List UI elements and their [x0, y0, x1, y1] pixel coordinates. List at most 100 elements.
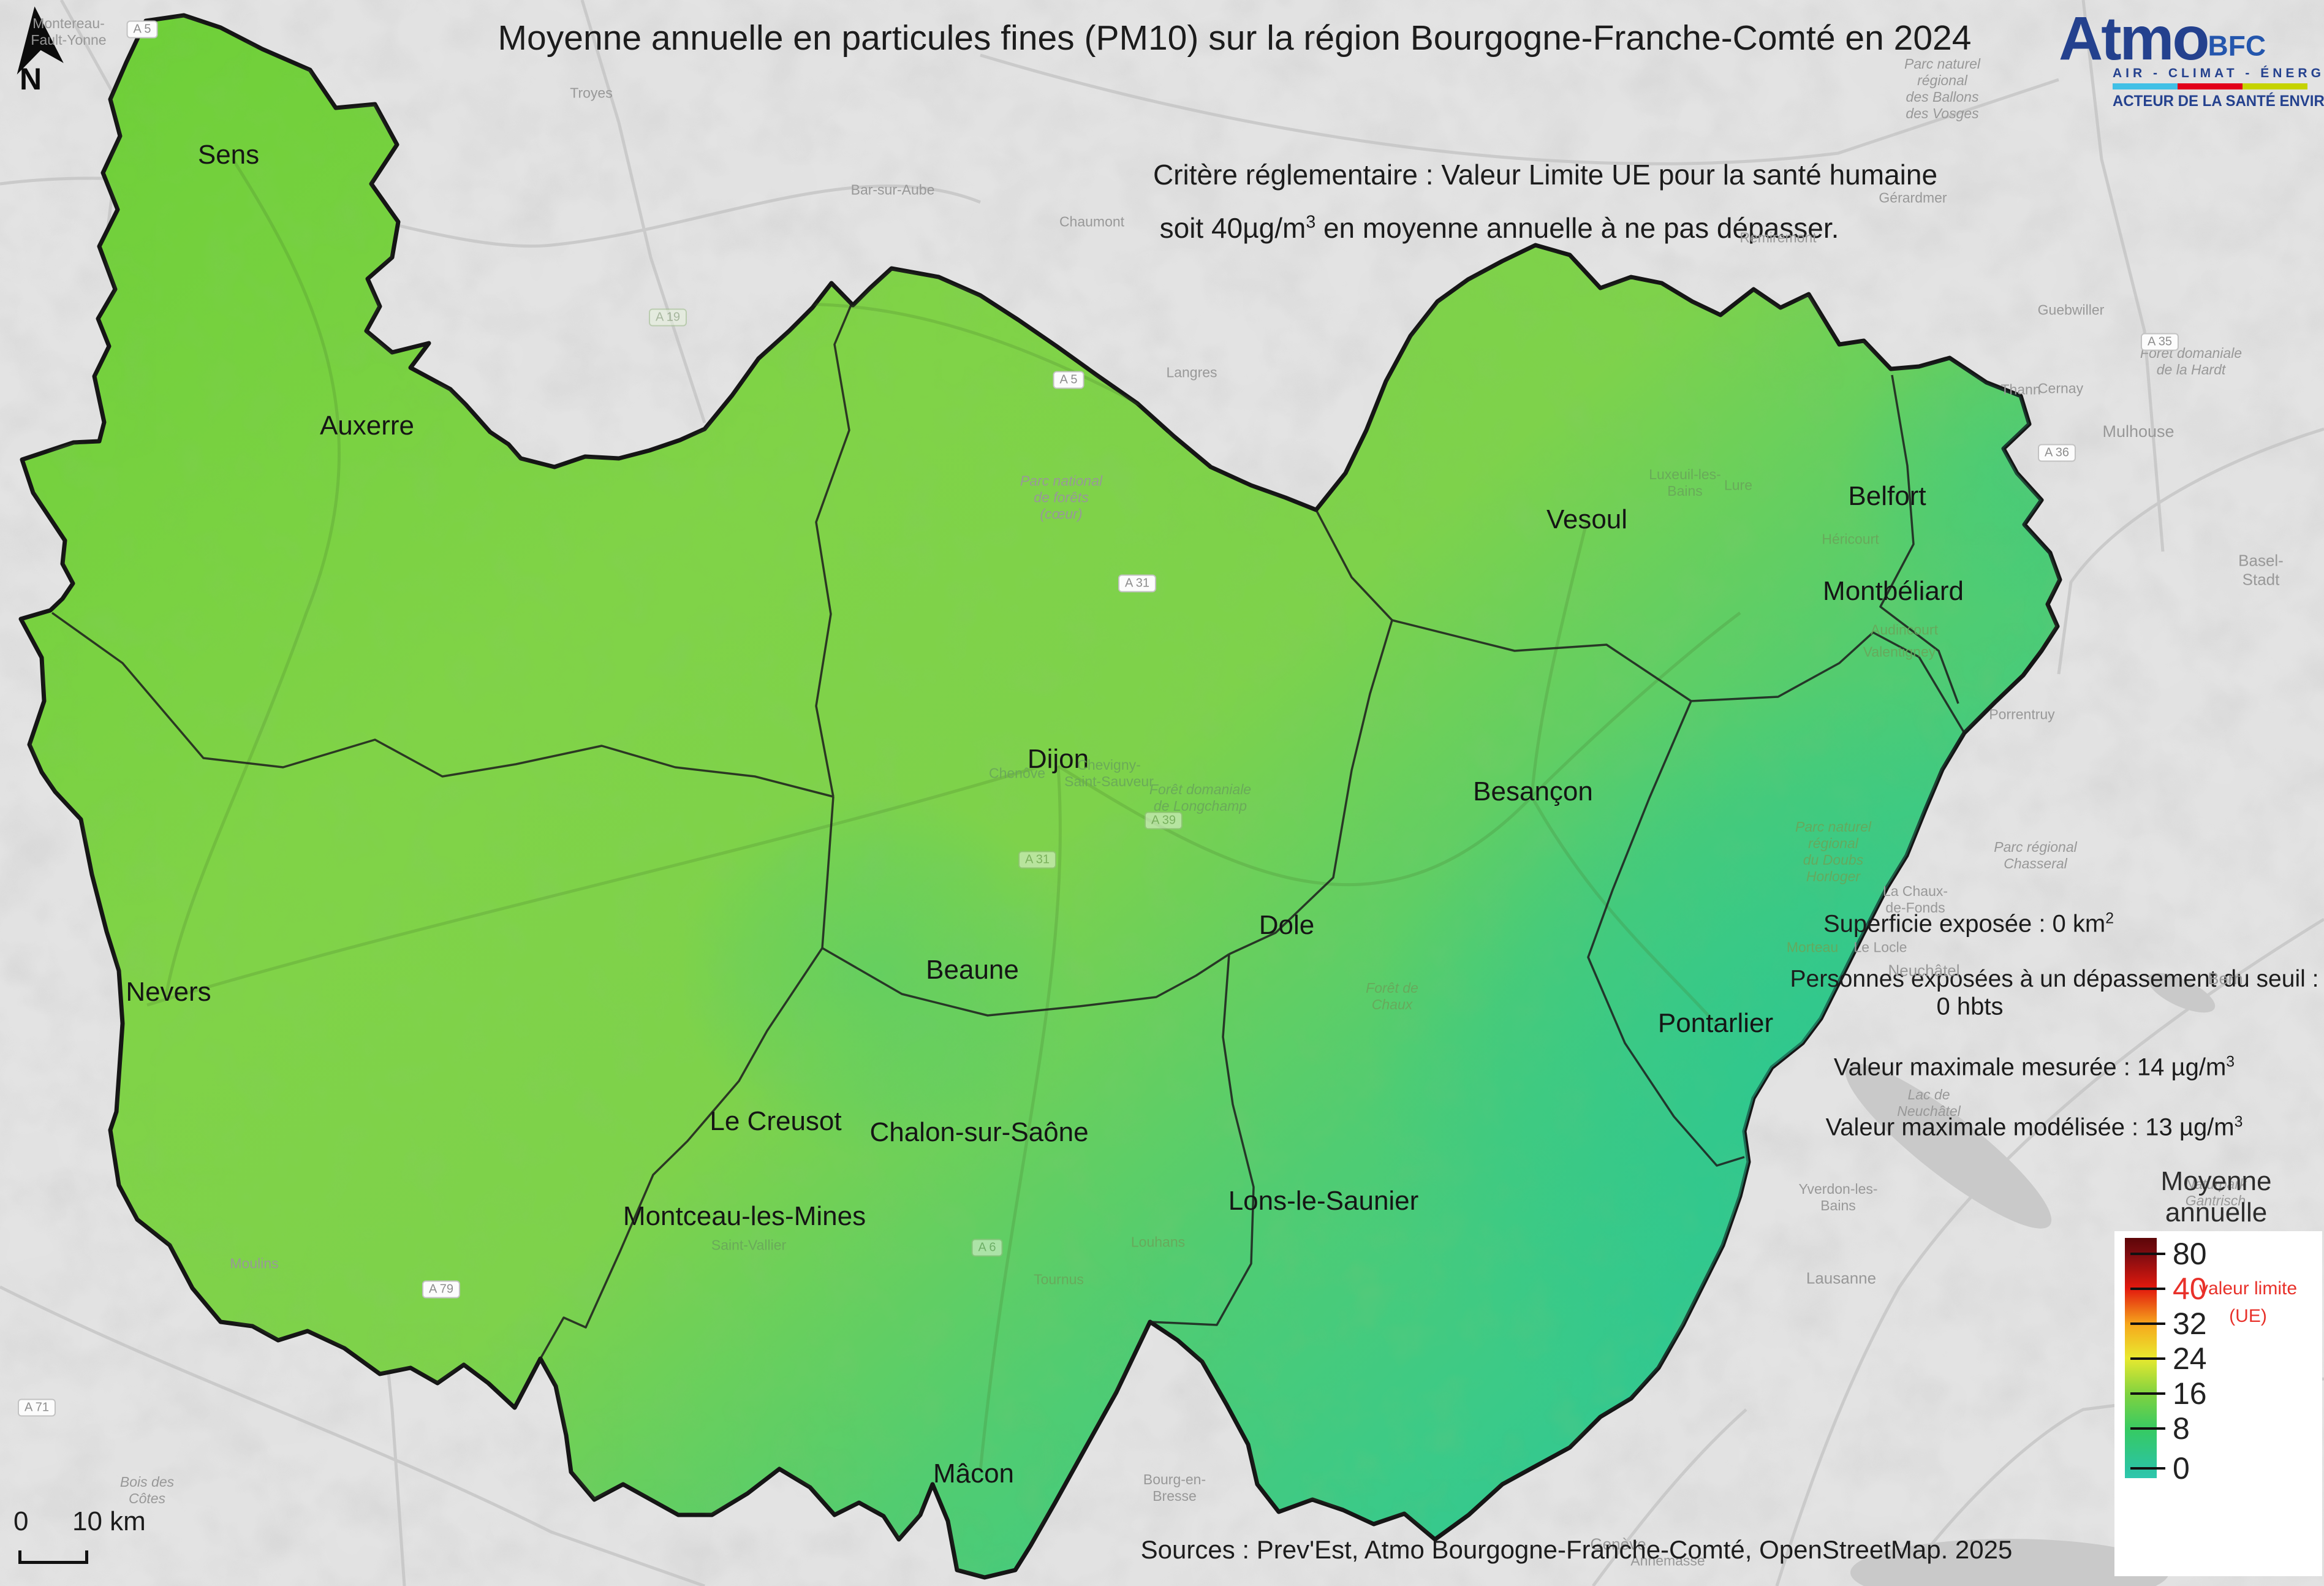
logo-tagline: AIR - CLIMAT - ÉNERGIE	[2113, 66, 2324, 80]
interior-label-chenove: Chenôve	[988, 765, 1046, 781]
road-shield-a35: A 35	[2140, 333, 2179, 351]
bg-label-yverdon: Yverdon-les- Bains	[1798, 1180, 1878, 1213]
bg-label-montereau: Montereau- Fault-Yonne	[31, 15, 107, 48]
stat-superficie: Superficie exposée : 0 km2	[1823, 910, 2114, 938]
logo-subtitle: ACTEUR DE LA SANTÉ ENVIRONNEMENTALE	[2113, 93, 2324, 110]
logo-bar-yellowgreen	[2243, 83, 2307, 89]
interior-label-saint-vallier: Saint-Vallier	[711, 1237, 787, 1253]
legend-tick-8	[2130, 1427, 2165, 1430]
stat-max-modelisee-text: Valeur maximale modélisée : 13 µg/m	[1825, 1114, 2235, 1141]
interior-label-valentigney: Valentigney	[1863, 643, 1936, 660]
bg-label-troyes: Troyes	[570, 85, 613, 101]
interior-label-longchamp: Forêt domaniale de Longchamp	[1149, 781, 1252, 814]
bg-label-le-locle: Le Locle	[1853, 939, 1907, 955]
criteria-line1: Critère réglementaire : Valeur Limite UE…	[1153, 159, 1938, 191]
bg-label-porrentruy: Porrentruy	[1989, 706, 2055, 723]
legend-limit-line1: valeur limite	[2198, 1278, 2298, 1299]
legend-limit-line2: (UE)	[2229, 1306, 2267, 1326]
criteria-line2-sup: 3	[1306, 212, 1316, 232]
legend-tick-label-24: 24	[2173, 1341, 2207, 1376]
city-label-dole: Dole	[1259, 910, 1315, 940]
city-label-montceau-les-mines: Montceau-les-Mines	[623, 1201, 866, 1231]
bg-label-guebwiller: Guebwiller	[2037, 302, 2105, 318]
legend-tick-label-80: 80	[2173, 1237, 2207, 1271]
basemap-lakes	[1845, 973, 2216, 1586]
scale-distance-label: 10 km	[72, 1506, 146, 1536]
city-label-besancon: Besançon	[1473, 776, 1593, 806]
city-label-macon: Mâcon	[933, 1459, 1015, 1489]
atmo-bfc-logo: AtmoBFC AIR - CLIMAT - ÉNERGIE ACTEUR DE…	[2059, 8, 2324, 110]
stat-max-mesuree: Valeur maximale mesurée : 14 µg/m3	[1834, 1053, 2235, 1081]
city-label-chalon-sur-saone: Chalon-sur-Saône	[869, 1117, 1089, 1147]
logo-region-text: BFC	[2208, 29, 2266, 62]
city-label-auxerre: Auxerre	[319, 411, 415, 441]
bg-label-chasseral: Parc régional Chasseral	[1994, 838, 2077, 871]
road-shield-a6: A 6	[971, 1239, 1003, 1257]
legend-tick-24	[2130, 1357, 2165, 1360]
bg-label-moulins: Moulins	[230, 1255, 279, 1272]
interior-label-luxeuil: Luxeuil-les- Bains	[1649, 466, 1721, 499]
criteria-line2-suffix: en moyenne annuelle à ne pas dépasser.	[1315, 212, 1839, 244]
bg-label-bar-sur-aube: Bar-sur-Aube	[850, 181, 935, 198]
sources-attribution: Sources : Prev'Est, Atmo Bourgogne-Franc…	[1140, 1535, 2013, 1564]
legend-tick-32	[2130, 1322, 2165, 1325]
scale-bar	[18, 1550, 88, 1564]
legend-tick-0	[2130, 1467, 2165, 1470]
road-shield-a79: A 79	[422, 1280, 461, 1299]
bg-label-thann: Thann	[2000, 381, 2041, 398]
city-label-vesoul: Vesoul	[1546, 504, 1628, 534]
interior-label-hericourt: Héricourt	[1822, 531, 1879, 547]
stat-superficie-text: Superficie exposée : 0 km	[1823, 910, 2106, 938]
road-shield-a19: A 19	[648, 308, 687, 327]
criteria-line2-prefix: soit 40µg/m	[1159, 212, 1306, 244]
bg-label-gerardmer: Gérardmer	[1879, 189, 1947, 206]
road-shield-a31-dijon: A 31	[1018, 851, 1057, 869]
city-label-sens: Sens	[197, 140, 260, 170]
bg-label-lausanne: Lausanne	[1806, 1269, 1877, 1288]
interior-label-lure: Lure	[1724, 477, 1753, 493]
interior-label-chevigny: Chevigny- Saint-Sauveur	[1064, 756, 1154, 789]
legend-tick-40	[2130, 1288, 2165, 1290]
scale-zero-label: 0	[13, 1506, 29, 1536]
north-arrow-icon	[17, 6, 64, 75]
stat-personnes-value: 0 hbts	[1936, 993, 2004, 1020]
stat-personnes: Personnes exposées à un dépassement du s…	[1790, 966, 2319, 992]
interior-label-morteau: Morteau	[1786, 939, 1839, 955]
bg-label-remiremont: Remiremont	[1739, 229, 1817, 246]
bg-label-basel: Basel-Stadt	[2238, 551, 2284, 588]
road-shield-a5-east: A 5	[1053, 371, 1084, 389]
road-shield-a39: A 39	[1144, 811, 1183, 830]
bg-label-annemasse: Annemasse	[1630, 1552, 1705, 1569]
road-shield-a71: A 71	[17, 1398, 56, 1417]
city-label-le-creusot: Le Creusot	[710, 1106, 842, 1136]
stat-max-modelisee: Valeur maximale modélisée : 13 µg/m3	[1826, 1114, 2243, 1141]
bg-label-bern: Bern	[2208, 969, 2243, 988]
legend-title-line1: Moyenne annuelle	[2160, 1166, 2272, 1228]
interior-label-foret-chaux: Forêt de Chaux	[1366, 979, 1418, 1012]
north-label: N	[20, 62, 42, 96]
city-label-nevers: Nevers	[126, 977, 211, 1007]
bg-label-ballons-vosges: Parc naturel régional des Ballons des Vo…	[1904, 55, 1981, 122]
bg-label-bourg-en-bresse: Bourg-en- Bresse	[1143, 1471, 1206, 1504]
map-title: Moyenne annuelle en particules fines (PM…	[498, 18, 1972, 58]
road-shield-a5-north: A 5	[126, 20, 158, 39]
logo-bar-cyan	[2113, 83, 2178, 89]
legend-limit-label: valeur limite (UE)	[2179, 1275, 2317, 1330]
legend-tick-16	[2130, 1392, 2165, 1395]
bg-label-la-chaux-de-fonds: La Chaux- de-Fonds	[1882, 882, 1948, 916]
criteria-line2: soit 40µg/m3 en moyenne annuelle à ne pa…	[1160, 211, 1839, 245]
logo-brand-text: Atmo	[2059, 4, 2210, 73]
legend-tick-label-40: 40	[2173, 1272, 2207, 1306]
bg-label-langres: Langres	[1166, 364, 1217, 381]
bg-label-bois-des-cotes: Bois des Côtes	[119, 1473, 175, 1506]
city-label-beaune: Beaune	[926, 955, 1019, 985]
road-shield-a31-north: A 31	[1118, 574, 1157, 593]
bg-label-neuchatel: Neuchâtel	[1888, 961, 1960, 980]
legend-tick-label-0: 0	[2173, 1451, 2190, 1485]
legend-tick-label-32: 32	[2173, 1307, 2207, 1341]
city-label-belfort: Belfort	[1848, 481, 1926, 511]
bg-label-lac-neuchatel: Lac de Neuchâtel	[1897, 1086, 1961, 1119]
legend-tick-80	[2130, 1253, 2165, 1255]
